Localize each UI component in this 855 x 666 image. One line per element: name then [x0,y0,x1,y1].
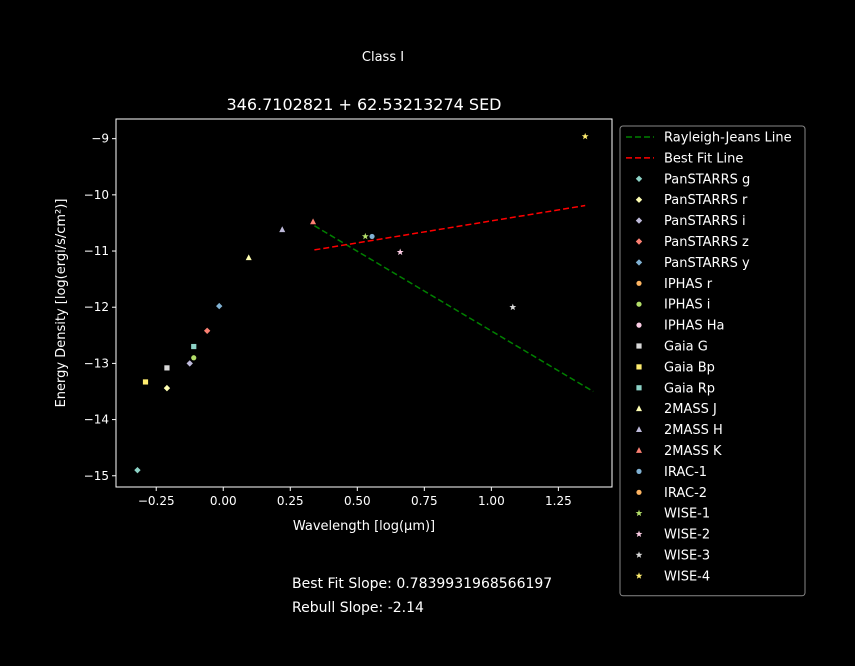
legend-marker [636,426,642,432]
legend-label: Rayleigh-Jeans Line [664,131,792,146]
x-tick-label: 1.25 [545,494,572,508]
legend-label: IRAC-2 [664,486,707,501]
legend-marker [635,551,643,558]
data-point [163,384,171,392]
legend-label: WISE-2 [664,528,710,543]
legend-marker [635,530,643,538]
legend-label: WISE-1 [664,507,710,522]
legend-label: Gaia Bp [664,360,715,375]
plot-frame [115,118,613,488]
legend-marker [635,175,643,182]
data-point [134,466,141,474]
best-fit-slope-note: Best Fit Slope: 0.7839931968566197 [292,576,553,592]
legend-label: IPHAS r [664,277,713,292]
data-point [581,132,589,140]
legend-label: IRAC-1 [664,465,707,480]
legend-label: PanSTARRS r [664,193,748,208]
data-point [216,302,223,310]
y-tick-label: −14 [84,413,109,427]
legend-label: PanSTARRS i [664,214,746,229]
data-point [279,226,286,233]
data-point [396,248,404,256]
chart-title: 346.7102821 + 62.53213274 SED [226,95,501,114]
rayleigh-jeans-line-line [314,225,594,393]
legend-label: IPHAS Ha [664,319,724,334]
legend-marker [635,509,643,517]
legend-marker [636,468,642,474]
legend-marker [635,196,643,203]
legend-marker [636,301,642,307]
data-point [203,327,211,335]
x-tick-label: −0.25 [138,494,175,508]
data-point [310,218,317,225]
plot-area: −0.25 0.00 0.25 0.50 0.75 1.00 1.25 −9 −10 −11 −12… [84,118,613,508]
data-point [369,233,375,240]
x-tick-label: 0.00 [210,494,237,508]
legend-label: Gaia Rp [664,381,715,396]
rebull-slope-note: Rebull Slope: -2.14 [292,600,424,616]
data-point [191,355,197,361]
legend-marker [635,259,643,266]
best-fit-line-line [314,204,586,251]
y-tick-label: −15 [84,469,109,483]
legend-marker [635,217,643,224]
legend: Rayleigh-Jeans Line Best Fit Line PanSTARR… [619,125,806,597]
legend-marker [636,447,642,453]
legend-marker [636,385,642,391]
legend-label: PanSTARRS y [664,256,750,271]
x-tick-label: 0.50 [344,494,371,508]
data-point [142,379,149,385]
legend-label: IPHAS i [664,298,710,313]
data-point [509,303,517,311]
legend-marker [636,405,642,412]
legend-marker [636,280,642,286]
legend-label: WISE-4 [664,569,710,584]
legend-label: Gaia G [664,340,708,355]
x-axis-label: Wavelength [log(μm)] [293,519,435,534]
legend-label: PanSTARRS z [664,235,749,250]
y-tick-label: −10 [84,188,109,202]
y-tick-label: −13 [84,356,109,370]
legend-marker [636,364,642,370]
legend-marker [635,572,643,579]
y-axis-label: Energy Density [log(ergi/s/cm²)] [54,199,69,408]
y-tick-label: −11 [84,244,109,258]
x-tick-label: 0.75 [411,494,438,508]
legend-label: 2MASS J [664,402,717,417]
legend-marker [636,489,642,495]
data-point [191,343,197,350]
y-tick-label: −12 [84,300,109,314]
figure-suptitle: Class I [362,50,404,65]
x-tick-label: 0.25 [277,494,304,508]
legend-marker [636,322,642,328]
x-tick-label: 1.00 [478,494,505,508]
data-point [245,254,252,261]
legend-label: PanSTARRS g [664,172,750,187]
data-point [361,232,369,240]
data-point [164,365,170,371]
legend-frame [619,125,806,597]
legend-marker [635,238,643,245]
legend-label: 2MASS K [664,444,722,459]
legend-marker [636,343,642,349]
data-point [186,360,193,367]
legend-label: 2MASS H [664,423,723,438]
legend-label: Best Fit Line [664,151,743,166]
y-tick-label: −9 [91,132,109,146]
legend-label: WISE-3 [664,549,710,564]
